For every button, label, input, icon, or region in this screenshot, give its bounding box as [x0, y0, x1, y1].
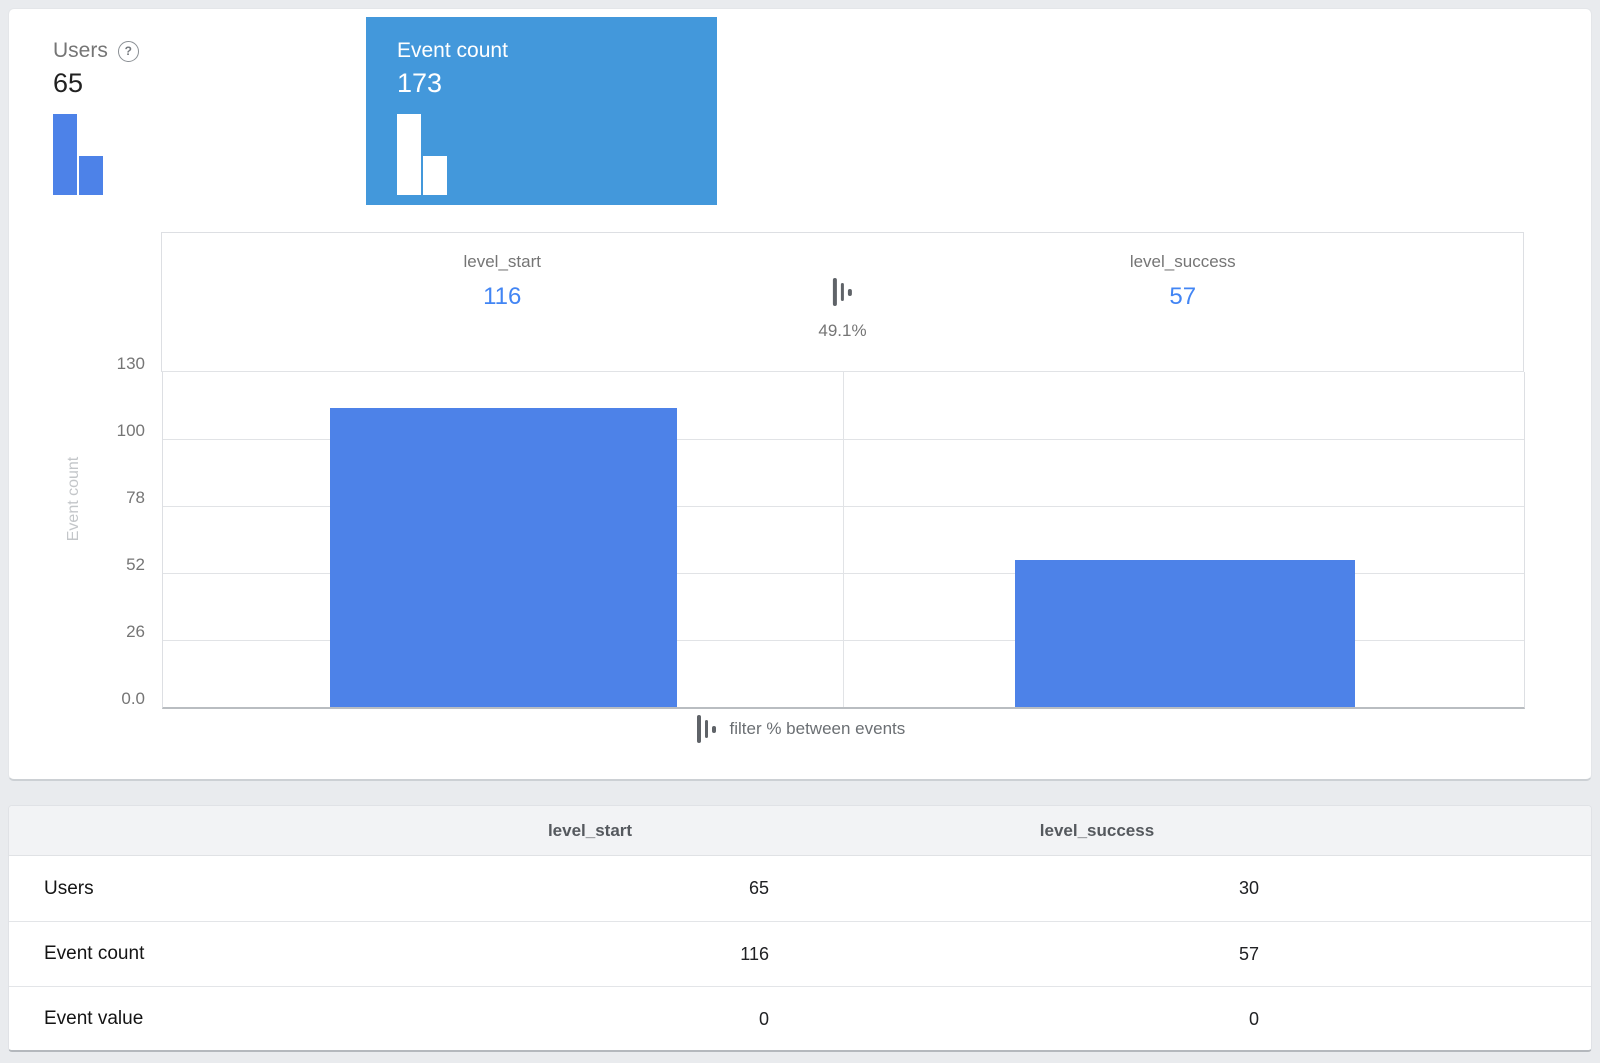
help-icon-glyph: ? — [124, 44, 133, 58]
filter-icon-bar — [697, 715, 701, 743]
row-label-event-count: Event count — [44, 943, 145, 964]
users-card-header: Users ? — [53, 39, 361, 63]
cell-event-count-level-start: 116 — [740, 943, 769, 964]
filter-icon-bar — [833, 278, 837, 306]
mini-bar-short — [423, 156, 447, 195]
bar-level-success — [1015, 560, 1355, 707]
event-name-label: level_start — [463, 252, 541, 271]
event-count-card-header: Event count — [397, 39, 717, 63]
y-axis-tick: 52 — [126, 555, 145, 574]
table-header-row: level_start level_success — [9, 806, 1591, 856]
chart-header-strip: level_start 116 level_success 57 49.1% — [161, 232, 1524, 372]
y-axis-tick: 78 — [126, 488, 145, 507]
y-axis-tick: 26 — [126, 622, 145, 641]
cell-event-count-level-success: 57 — [1238, 943, 1259, 964]
event-count-value: 116 — [483, 283, 522, 310]
table-row: Users 65 30 — [9, 856, 1591, 921]
chart-panel: Users ? 65 Event count 173 — [8, 8, 1592, 781]
cell-event-value-level-start: 0 — [758, 1008, 769, 1029]
row-label-users: Users — [44, 877, 94, 899]
events-table-panel: level_start level_success Users 65 30 Ev… — [8, 805, 1592, 1052]
users-card-value: 65 — [53, 68, 84, 98]
mini-bar-chart-icon — [53, 114, 361, 195]
filter-percent-icon — [833, 277, 852, 307]
event-count-card-value: 173 — [397, 68, 443, 98]
filter-percent-control[interactable]: 49.1% — [818, 277, 867, 341]
chart-header-level-success: level_success 57 — [843, 233, 1524, 371]
help-icon[interactable]: ? — [117, 40, 139, 62]
filter-icon-bar — [704, 720, 708, 738]
event-count-card-label: Event count — [397, 39, 508, 62]
percent-between-events: 49.1% — [818, 321, 867, 340]
mini-bar-tall — [397, 114, 421, 195]
y-axis-title: Event count — [65, 456, 82, 542]
cell-users-level-success: 30 — [1238, 878, 1259, 898]
filter-legend-label: filter % between events — [729, 719, 906, 738]
event-count-value: 57 — [1169, 283, 1197, 310]
row-label-event-value: Event value — [44, 1008, 144, 1029]
users-card-label: Users — [53, 39, 108, 62]
chart-header-level-start: level_start 116 — [162, 233, 843, 371]
filter-legend: filter % between events — [697, 714, 905, 744]
cell-event-value-level-success: 0 — [1248, 1008, 1259, 1029]
y-axis-tick: 130 — [116, 354, 145, 373]
y-axis-tick: 100 — [116, 421, 145, 440]
filter-icon-bar — [840, 283, 845, 301]
cell-users-level-start: 65 — [748, 878, 769, 898]
mini-bar-tall — [53, 114, 77, 195]
section-divider-line — [843, 372, 844, 707]
table-column-header-level-success: level_success — [1039, 820, 1155, 840]
table-column-header-level-start: level_start — [547, 820, 633, 840]
filter-percent-icon — [697, 714, 716, 744]
metric-card-users[interactable]: Users ? 65 — [25, 17, 361, 205]
bar-chart-plot — [162, 372, 1525, 709]
mini-bar-chart-icon — [397, 114, 717, 195]
metric-card-event-count[interactable]: Event count 173 — [366, 17, 717, 205]
event-name-label: level_success — [1129, 252, 1236, 271]
mini-bar-short — [79, 156, 103, 195]
table-row: Event count 116 57 — [9, 921, 1591, 986]
table-row: Event value 0 0 — [9, 986, 1591, 1050]
filter-icon-bar — [848, 288, 852, 296]
filter-icon-bar — [712, 725, 716, 733]
bar-level-start — [330, 408, 677, 707]
y-axis-tick: 0.0 — [121, 689, 145, 708]
